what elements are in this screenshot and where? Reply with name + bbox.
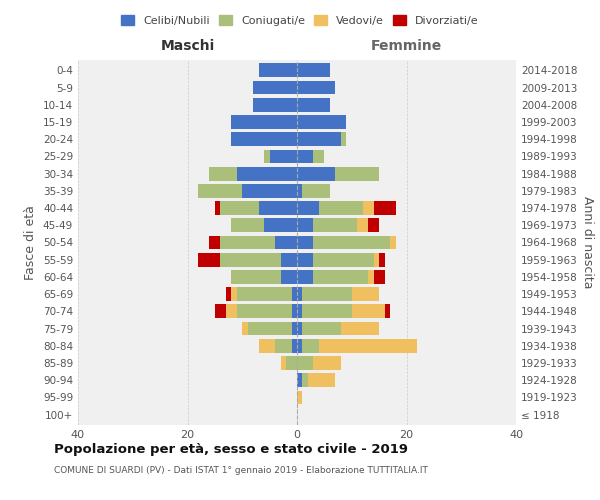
Bar (362, 201, 374, 215)
Bar (248, 322, 292, 336)
Bar (297, 166, 335, 180)
Bar (297, 374, 302, 387)
Bar (275, 236, 297, 250)
Bar (374, 270, 385, 284)
Bar (232, 115, 297, 129)
Bar (297, 218, 313, 232)
Y-axis label: Fasce di età: Fasce di età (25, 205, 37, 280)
Bar (297, 98, 330, 112)
Bar (297, 236, 313, 250)
Bar (226, 288, 232, 301)
Bar (313, 150, 325, 164)
Bar (379, 253, 385, 266)
Bar (352, 304, 385, 318)
Bar (319, 339, 418, 352)
Bar (226, 304, 237, 318)
Bar (275, 339, 292, 352)
Text: COMUNE DI SUARDI (PV) - Dati ISTAT 1° gennaio 2019 - Elaborazione TUTTITALIA.IT: COMUNE DI SUARDI (PV) - Dati ISTAT 1° ge… (54, 466, 428, 475)
Bar (215, 201, 220, 215)
Bar (297, 322, 302, 336)
Bar (297, 201, 319, 215)
Bar (259, 339, 275, 352)
Bar (292, 339, 297, 352)
Bar (281, 253, 297, 266)
Bar (292, 304, 297, 318)
Bar (281, 270, 297, 284)
Bar (199, 253, 220, 266)
Bar (297, 132, 341, 146)
Bar (237, 304, 292, 318)
Bar (385, 304, 390, 318)
Bar (302, 288, 352, 301)
Bar (341, 322, 379, 336)
Bar (302, 304, 352, 318)
Bar (292, 288, 297, 301)
Text: Popolazione per età, sesso e stato civile - 2019: Popolazione per età, sesso e stato civil… (54, 442, 408, 456)
Bar (297, 150, 313, 164)
Y-axis label: Anni di nascita: Anni di nascita (581, 196, 594, 289)
Bar (237, 288, 292, 301)
Bar (281, 356, 286, 370)
Bar (297, 80, 335, 94)
Bar (297, 356, 313, 370)
Bar (297, 184, 302, 198)
Bar (297, 253, 313, 266)
Bar (313, 236, 390, 250)
Text: Femmine: Femmine (371, 38, 442, 52)
Bar (199, 184, 242, 198)
Bar (286, 356, 297, 370)
Bar (297, 288, 302, 301)
Bar (390, 236, 395, 250)
Bar (313, 270, 368, 284)
Bar (253, 80, 297, 94)
Bar (253, 98, 297, 112)
Bar (368, 218, 379, 232)
Bar (302, 322, 341, 336)
Bar (269, 150, 297, 164)
Legend: Celibi/Nubili, Coniugati/e, Vedovi/e, Divorziati/e: Celibi/Nubili, Coniugati/e, Vedovi/e, Di… (117, 10, 483, 30)
Bar (209, 236, 220, 250)
Bar (215, 304, 226, 318)
Bar (341, 132, 346, 146)
Bar (319, 201, 362, 215)
Bar (264, 150, 269, 164)
Bar (259, 64, 297, 77)
Bar (242, 322, 248, 336)
Text: Maschi: Maschi (160, 38, 215, 52)
Bar (242, 184, 297, 198)
Bar (313, 253, 374, 266)
Bar (308, 374, 335, 387)
Bar (297, 64, 330, 77)
Bar (264, 218, 297, 232)
Bar (220, 253, 281, 266)
Bar (368, 270, 374, 284)
Bar (232, 132, 297, 146)
Bar (352, 288, 379, 301)
Bar (232, 270, 281, 284)
Bar (292, 322, 297, 336)
Bar (357, 218, 368, 232)
Bar (313, 356, 341, 370)
Bar (297, 304, 302, 318)
Bar (297, 270, 313, 284)
Bar (220, 236, 275, 250)
Bar (297, 390, 302, 404)
Bar (259, 201, 297, 215)
Bar (232, 218, 264, 232)
Bar (374, 253, 379, 266)
Bar (374, 201, 395, 215)
Bar (302, 339, 319, 352)
Bar (302, 374, 308, 387)
Bar (335, 166, 379, 180)
Bar (209, 166, 237, 180)
Bar (297, 115, 346, 129)
Bar (313, 218, 357, 232)
Bar (220, 201, 259, 215)
Bar (232, 288, 237, 301)
Bar (297, 339, 302, 352)
Bar (237, 166, 297, 180)
Bar (302, 184, 330, 198)
